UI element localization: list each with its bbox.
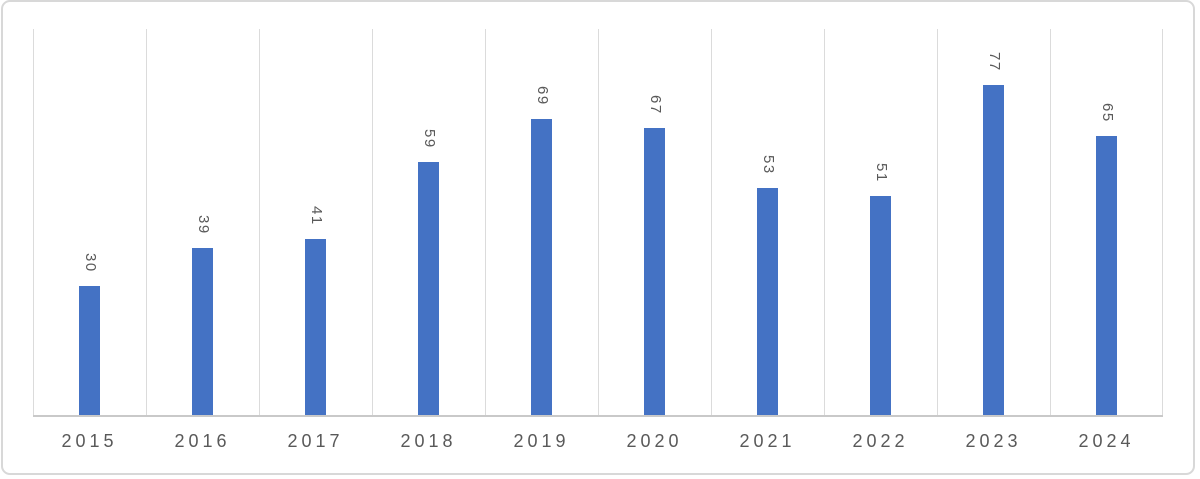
x-axis-tick-label: 2016 <box>174 431 231 451</box>
bar-2024 <box>1096 136 1117 415</box>
x-axis: 2015 2016 2017 2018 2019 2020 2021 2022 2023 2024 <box>33 431 1163 463</box>
bar-value-label: 67 <box>647 95 664 115</box>
gridline <box>146 29 147 417</box>
bar-value-label: 39 <box>195 215 212 235</box>
bar-value-label: 53 <box>760 155 777 175</box>
bar-2023 <box>983 85 1004 415</box>
x-axis-tick-label: 2017 <box>287 431 344 451</box>
bar-2018 <box>418 162 439 415</box>
bar-value-label: 51 <box>873 163 890 183</box>
plot-area: 30 39 41 59 69 67 53 51 77 65 <box>33 29 1163 417</box>
bar-value-label: 77 <box>986 52 1003 72</box>
bar-2016 <box>192 248 213 415</box>
x-axis-tick-label: 2021 <box>739 431 796 451</box>
bar-2019 <box>531 119 552 415</box>
gridline <box>259 29 260 417</box>
x-axis-tick-label: 2020 <box>626 431 683 451</box>
x-axis-tick-label: 2018 <box>400 431 457 451</box>
x-axis-tick-label: 2019 <box>513 431 570 451</box>
gridline <box>372 29 373 417</box>
x-axis-tick-label: 2024 <box>1078 431 1135 451</box>
bar-2020 <box>644 128 665 415</box>
gridline <box>1050 29 1051 417</box>
gridline <box>1162 29 1163 417</box>
x-axis-tick-label: 2015 <box>61 431 118 451</box>
bar-2017 <box>305 239 326 415</box>
x-axis-tick-label: 2023 <box>965 431 1022 451</box>
gridline <box>598 29 599 417</box>
bar-value-label: 41 <box>308 206 325 226</box>
gridline <box>711 29 712 417</box>
bar-value-label: 65 <box>1099 103 1116 123</box>
bar-value-label: 59 <box>421 129 438 149</box>
bar-2022 <box>870 196 891 415</box>
gridline <box>33 29 34 417</box>
gridline <box>937 29 938 417</box>
gridline <box>485 29 486 417</box>
x-axis-tick-label: 2022 <box>852 431 909 451</box>
bar-value-label: 69 <box>534 86 551 106</box>
gridline <box>824 29 825 417</box>
bar-2015 <box>79 286 100 415</box>
x-axis-line <box>33 415 1163 417</box>
bar-2021 <box>757 188 778 415</box>
bar-value-label: 30 <box>82 253 99 273</box>
